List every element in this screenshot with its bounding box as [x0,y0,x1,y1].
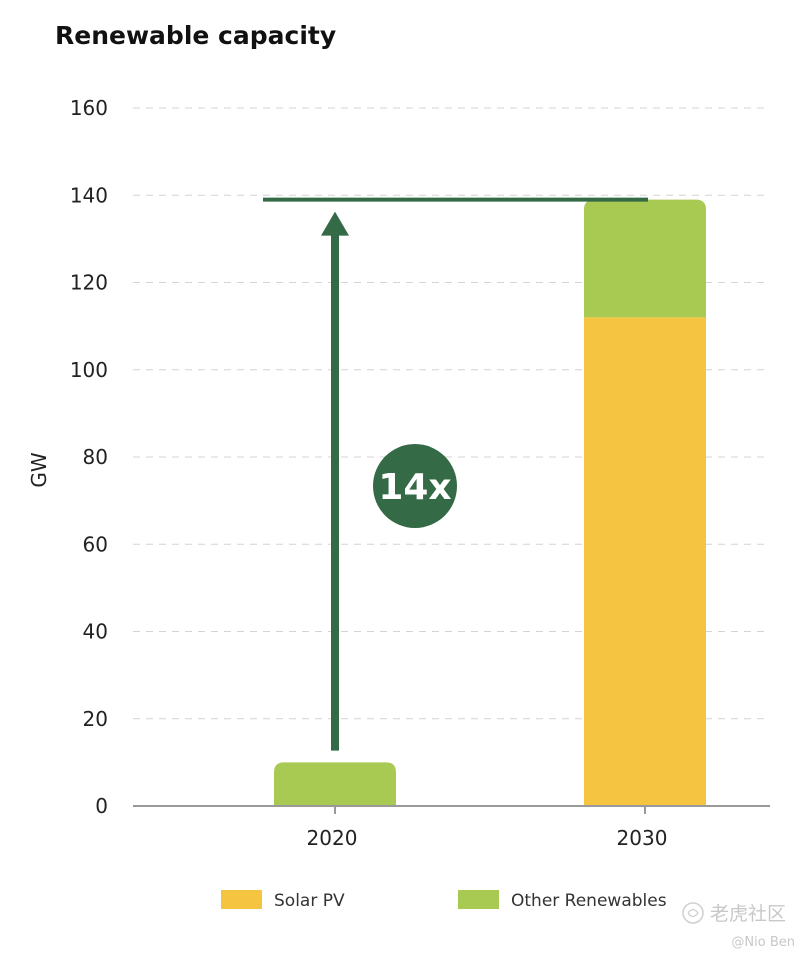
x-axis [133,805,770,814]
watermark-brand: 老虎社区 [710,903,786,925]
tiger-logo-icon [682,902,704,924]
y-tick-label: 60 [83,532,108,556]
y-tick-label: 100 [70,358,108,382]
growth-annotation: 14x [263,197,648,751]
multiplier-badge [373,444,457,528]
bars [274,199,706,806]
legend-label: Other Renewables [511,891,667,911]
arrow-up-icon [321,211,349,236]
legend-swatch [221,890,262,909]
y-tick-labels: 0 20 40 60 80 100 120 140 160 [70,96,108,818]
y-tick-label: 120 [70,271,108,295]
x-tick-label: 2030 [617,826,668,850]
y-tick-label: 0 [95,794,108,818]
y-axis-label: GW [27,452,51,487]
legend: Solar PV Other Renewables [221,890,667,911]
legend-label: Solar PV [274,891,345,911]
bar-2020-other-renewables [274,762,396,806]
x-tick-label: 2020 [307,826,358,850]
bar-2030-solar-pv [584,317,706,806]
legend-swatch [458,890,499,909]
y-tick-label: 40 [83,620,108,644]
y-tick-label: 140 [70,183,108,207]
watermark: 老虎社区 @Nio Ben [682,902,795,950]
y-tick-label: 20 [83,707,108,731]
chart-title: Renewable capacity [55,21,336,50]
y-tick-label: 80 [83,445,108,469]
x-tick-labels: 2020 2030 [307,826,668,850]
gridlines [133,107,770,720]
bar-2030-other-renewables [584,199,706,318]
multiplier-label: 14x [378,467,451,508]
y-tick-label: 160 [70,96,108,120]
watermark-user: @Nio Ben [731,935,795,950]
